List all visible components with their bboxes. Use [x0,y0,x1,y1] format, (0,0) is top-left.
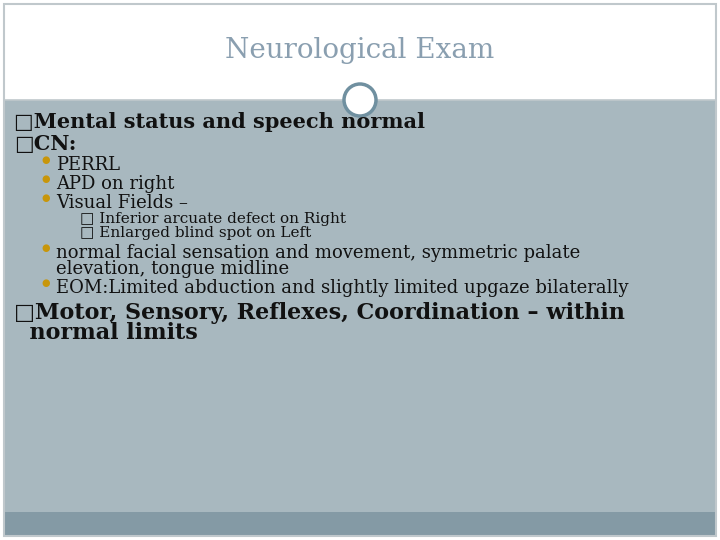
Text: ●: ● [42,175,50,184]
Text: □Mental status and speech normal: □Mental status and speech normal [14,112,425,132]
Text: Visual Fields –: Visual Fields – [56,194,188,212]
Text: ●: ● [42,244,50,253]
Text: EOM:Limited abduction and slightly limited upgaze bilaterally: EOM:Limited abduction and slightly limit… [56,279,629,297]
FancyBboxPatch shape [4,512,716,536]
Text: normal facial sensation and movement, symmetric palate: normal facial sensation and movement, sy… [56,244,580,262]
Text: APD on right: APD on right [56,175,174,193]
Text: ●: ● [42,194,50,203]
Text: □ Inferior arcuate defect on Right: □ Inferior arcuate defect on Right [80,212,346,226]
Circle shape [344,84,376,116]
Text: □CN:: □CN: [14,134,76,154]
Text: □ Enlarged blind spot on Left: □ Enlarged blind spot on Left [80,226,311,240]
FancyBboxPatch shape [4,4,716,100]
Text: Neurological Exam: Neurological Exam [225,37,495,64]
Text: elevation, tongue midline: elevation, tongue midline [56,260,289,278]
Text: ●: ● [42,279,50,288]
Text: normal limits: normal limits [14,322,198,344]
Text: ●: ● [42,156,50,165]
FancyBboxPatch shape [4,100,716,512]
Text: PERRL: PERRL [56,156,120,174]
Text: □Motor, Sensory, Reflexes, Coordination – within: □Motor, Sensory, Reflexes, Coordination … [14,302,625,324]
